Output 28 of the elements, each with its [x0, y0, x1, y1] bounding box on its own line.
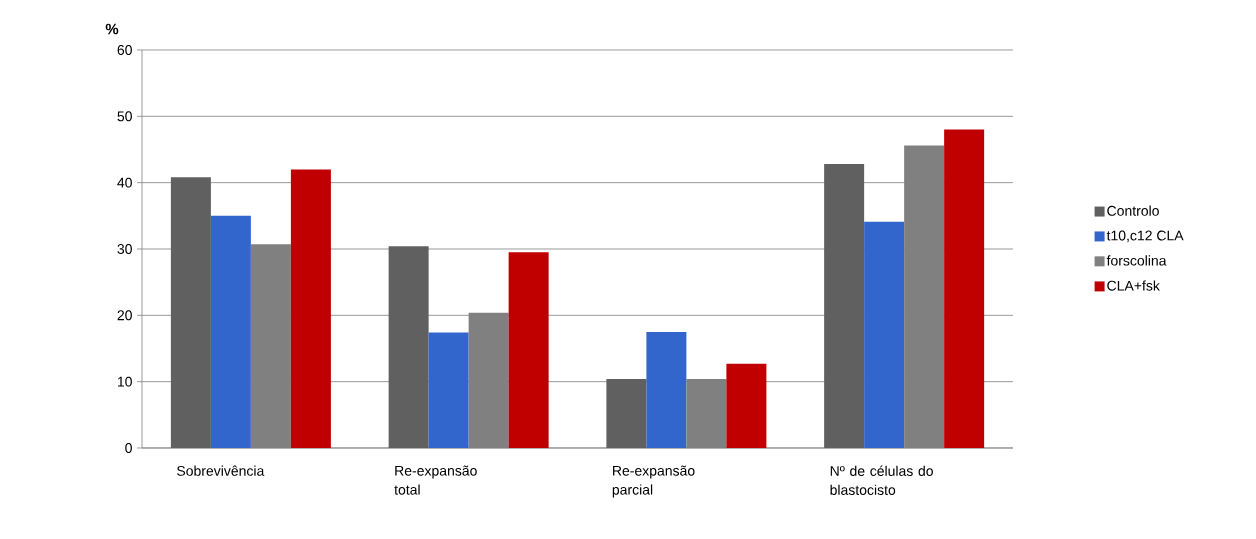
bar	[170, 177, 211, 448]
bar	[606, 379, 647, 448]
y-tick-label: 0	[125, 443, 132, 453]
bar	[944, 129, 985, 448]
bar	[864, 221, 905, 448]
x-tick-label: Re-expansão total	[394, 465, 477, 495]
bar	[726, 363, 767, 448]
y-tick-label: 50	[117, 111, 132, 122]
y-tick-label: 20	[117, 310, 132, 321]
bar	[508, 252, 549, 448]
y-tick-label: 30	[117, 244, 132, 254]
y-tick-label: 60	[117, 45, 132, 55]
x-tick-label: Sobrevivência	[177, 465, 265, 476]
bar	[824, 164, 865, 448]
legend-label: t10,c12 CLA	[1106, 230, 1184, 243]
y-tick-label: 10	[117, 376, 132, 387]
bar	[646, 331, 687, 448]
bar	[210, 215, 251, 448]
y-tick-label: 40	[117, 177, 132, 188]
bar	[428, 332, 469, 448]
legend-label: Controlo	[1107, 205, 1159, 216]
y-axis-title: %	[105, 23, 119, 35]
bar	[388, 246, 429, 448]
x-tick-label: Re-expansão parcial	[612, 465, 695, 498]
legend-label: CLA+fsk	[1107, 280, 1160, 291]
x-tick-label: Nº de células do blastocisto	[830, 465, 933, 495]
bar	[290, 169, 331, 448]
legend-label: forscolina	[1106, 255, 1167, 266]
